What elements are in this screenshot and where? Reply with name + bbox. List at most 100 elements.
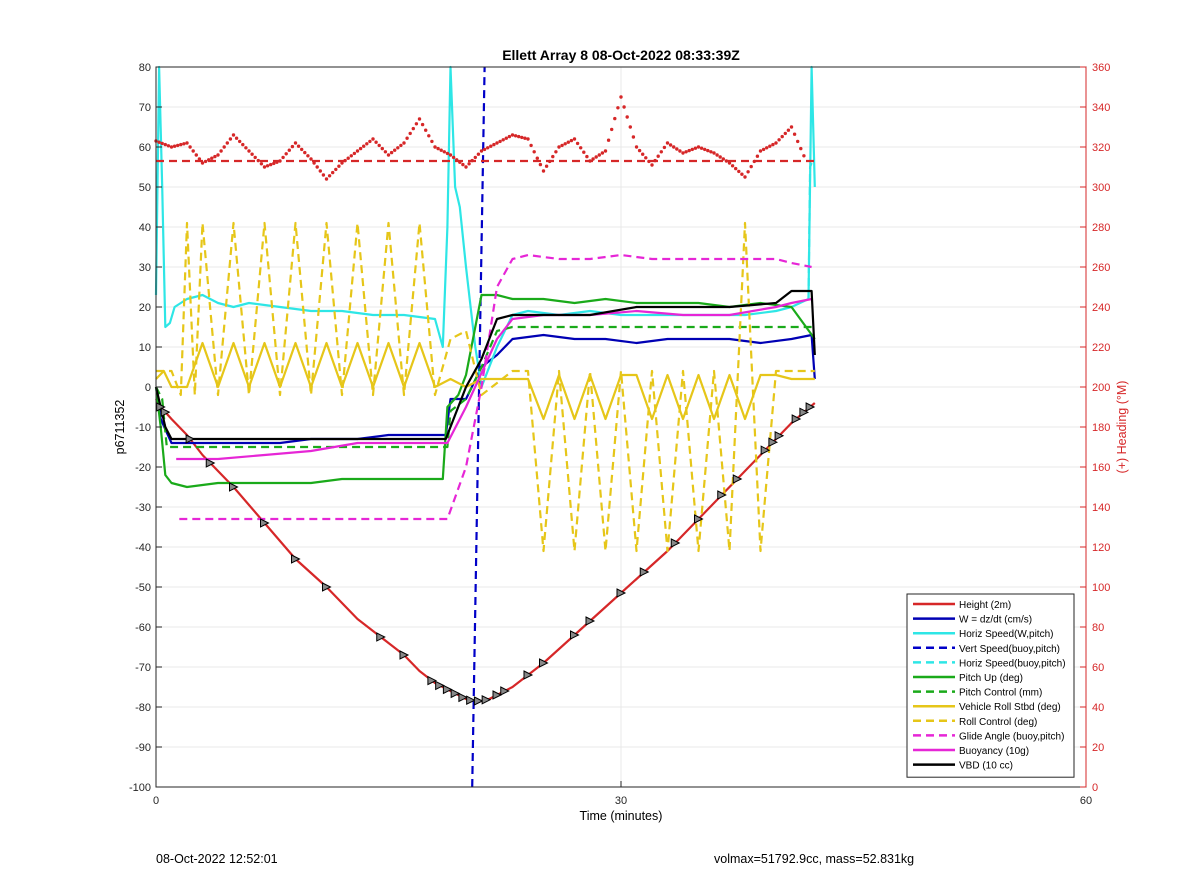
height-marker	[670, 538, 681, 548]
x-tick-label: 0	[153, 795, 159, 807]
heading-dot	[172, 144, 177, 148]
heading-dot	[160, 141, 164, 146]
height-marker	[492, 690, 503, 700]
legend-label: Height (2m)	[959, 600, 1011, 611]
heading-dot	[696, 145, 701, 149]
heading-dot	[244, 146, 248, 150]
heading-dot	[774, 141, 778, 145]
heading-dot	[300, 147, 304, 152]
heading-dot	[616, 106, 620, 110]
height-marker	[376, 632, 386, 642]
heading-dot	[749, 164, 753, 169]
heading-dot	[724, 159, 729, 163]
heading-dot	[672, 145, 676, 149]
heading-dot	[179, 142, 183, 147]
heading-dot	[349, 154, 353, 158]
legend-label: W = dz/dt (cm/s)	[959, 615, 1032, 626]
heading-dot	[575, 141, 580, 146]
height-marker	[639, 567, 650, 577]
y2-tick-label: 0	[1092, 782, 1098, 794]
heading-dot	[473, 155, 477, 160]
height-marker	[500, 686, 510, 696]
heading-dot	[265, 164, 270, 168]
heading-dot	[647, 159, 651, 164]
heading-dot	[715, 153, 719, 157]
heading-dot	[157, 140, 161, 144]
y2-tick-label: 240	[1092, 302, 1110, 314]
x-tick-label: 30	[615, 795, 627, 807]
y-tick-label: -10	[135, 422, 151, 434]
heading-dot	[306, 154, 310, 158]
height-marker	[473, 696, 484, 706]
heading-dot	[644, 156, 648, 160]
y-tick-label: -50	[135, 582, 151, 594]
heading-dot	[219, 149, 223, 153]
series-line-0	[155, 398, 816, 703]
heading-dot	[393, 148, 397, 152]
heading-dot	[281, 155, 285, 160]
heading-dot	[709, 150, 713, 154]
heading-dot	[628, 125, 632, 129]
heading-dot	[675, 147, 679, 151]
axes: -100-90-80-70-60-50-40-30-20-10010203040…	[129, 62, 1110, 807]
y2-tick-label: 20	[1092, 742, 1104, 754]
y-tick-label: 0	[145, 382, 151, 394]
height-marker	[260, 518, 270, 528]
heading-dot	[758, 149, 763, 153]
heading-dot	[610, 127, 614, 132]
heading-dot	[334, 167, 338, 172]
heading-dot	[783, 131, 787, 136]
y2-tick-label: 300	[1092, 182, 1110, 194]
heading-dot	[718, 155, 722, 159]
heading-dot	[755, 154, 760, 158]
y-tick-label: 40	[139, 222, 151, 234]
legend-label: Horiz Speed(W,pitch)	[959, 629, 1053, 640]
heading-dot	[591, 157, 595, 161]
height-marker	[570, 630, 580, 640]
heading-dot	[185, 141, 189, 145]
y2-tick-label: 340	[1092, 102, 1110, 114]
y-axis-label: p6711352	[113, 400, 127, 455]
heading-dot	[331, 170, 335, 175]
heading-dot	[523, 136, 527, 140]
heading-dot	[597, 153, 601, 157]
y2-tick-label: 220	[1092, 342, 1110, 354]
y2-tick-label: 280	[1092, 222, 1110, 234]
heading-dot	[352, 151, 357, 156]
height-marker	[229, 482, 239, 492]
y-tick-label: -40	[135, 542, 151, 554]
heading-dot	[634, 145, 639, 149]
heading-dot	[216, 153, 220, 157]
heading-dot	[340, 161, 344, 165]
heading-dot	[203, 159, 208, 164]
heading-dot	[619, 95, 623, 99]
heading-dot	[693, 146, 698, 150]
heading-dot	[699, 146, 704, 150]
series-line-5	[154, 293, 816, 489]
marker-group	[156, 402, 816, 706]
heading-dot	[346, 156, 350, 160]
x-axis-label: Time (minutes)	[580, 809, 663, 823]
heading-dot	[430, 139, 434, 144]
heading-dot	[293, 141, 298, 145]
heading-dot	[526, 137, 530, 141]
y2-tick-label: 40	[1092, 702, 1104, 714]
series-group	[154, 65, 816, 788]
y2-tick-label: 260	[1092, 262, 1110, 274]
heading-dot	[420, 122, 425, 127]
heading-dot	[238, 139, 242, 144]
heading-dot	[761, 147, 766, 152]
height-marker	[481, 694, 492, 705]
heading-dot	[684, 150, 688, 154]
heading-dot	[520, 135, 524, 140]
height-marker	[523, 670, 534, 680]
x-tick-label: 60	[1080, 795, 1092, 807]
y-tick-label: -90	[135, 742, 151, 754]
height-marker	[156, 402, 166, 412]
heading-dot	[690, 147, 694, 152]
heading-dot	[492, 142, 496, 147]
heading-dot	[554, 150, 558, 154]
heading-dot	[386, 153, 391, 157]
heading-dot	[414, 122, 419, 126]
legend-label: Roll Control (deg)	[959, 717, 1037, 728]
